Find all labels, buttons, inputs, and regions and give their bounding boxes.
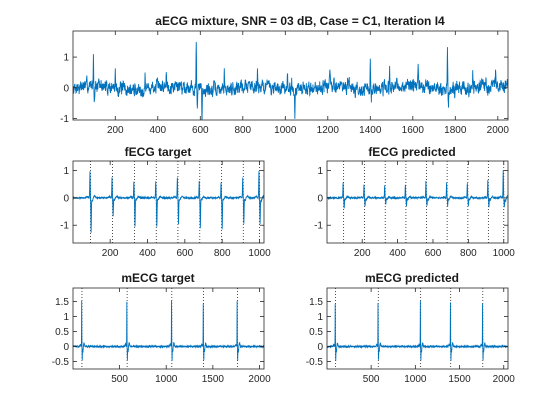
- mt-ytick-label-2: 0.5: [55, 327, 69, 338]
- fecg-target-title: fECG target: [125, 145, 192, 159]
- fp-ytick-label-2: 1: [317, 166, 323, 177]
- mp-xtick-label-0: 500: [363, 374, 380, 385]
- mix-ytick-label-2: 1: [63, 53, 69, 64]
- ft-xtick-label-2: 600: [176, 248, 193, 259]
- ft-xtick-label-4: 1000: [248, 248, 271, 259]
- mix-axes-box: [72, 30, 509, 121]
- mix-xtick-label-7: 1600: [402, 125, 425, 136]
- mt-axes: 500 1000 1500 2000 -0.5 0 0.5 1 1.5: [52, 287, 271, 385]
- fp-ytick-label-1: 0: [317, 193, 323, 204]
- mp-xtick-label-2: 1500: [448, 374, 471, 385]
- ft-series-line-0: [73, 171, 264, 233]
- mt-xtick-label-1: 1000: [155, 374, 178, 385]
- mix-xtick-label-3: 800: [234, 125, 251, 136]
- mt-ytick-label-1: 0: [63, 342, 69, 353]
- fp-series-line-0: [327, 170, 508, 209]
- mix-xtick-label-0: 200: [107, 125, 124, 136]
- ft-xtick-label-3: 800: [214, 248, 231, 259]
- mp-xtick-label-1: 1000: [404, 374, 427, 385]
- mix-ytick-label-0: -1: [60, 114, 69, 125]
- mix-xtick-label-5: 1200: [317, 125, 340, 136]
- mp-series-line-0: [327, 300, 508, 361]
- mix-xtick-label-6: 1400: [359, 125, 382, 136]
- fp-xtick-label-3: 800: [460, 248, 477, 259]
- ft-ytick-label-0: -1: [60, 221, 69, 232]
- mecg-target-title: mECG target: [121, 271, 194, 285]
- mix-xtick-label-2: 600: [192, 125, 209, 136]
- mix-xtick-label-4: 1000: [274, 125, 297, 136]
- mp-ytick-label-0: -0.5: [306, 357, 324, 368]
- mt-xtick-label-3: 2000: [248, 374, 271, 385]
- mt-ytick-label-3: 1: [63, 312, 69, 323]
- mt-xtick-label-0: 500: [111, 374, 128, 385]
- ft-plot-area: [73, 161, 264, 243]
- mixture-title: aECG mixture, SNR = 03 dB, Case = C1, It…: [155, 14, 445, 28]
- mt-series-line-0: [73, 300, 264, 361]
- mix-xtick-label-9: 2000: [487, 125, 510, 136]
- mt-ytick-label-4: 1.5: [55, 297, 69, 308]
- mix-plot-area: [73, 31, 508, 120]
- ft-xtick-label-1: 400: [139, 248, 156, 259]
- ft-ytick-label-1: 0: [63, 193, 69, 204]
- mt-plot-area: [73, 288, 264, 369]
- mix-ytick-label-1: 0: [63, 83, 69, 94]
- mp-ytick-label-4: 1.5: [309, 297, 323, 308]
- mix-xtick-label-1: 400: [149, 125, 166, 136]
- mix-series-line-0: [73, 41, 508, 120]
- ft-axes: 200 400 600 800 1000 -1 0 1: [60, 160, 271, 259]
- mt-ytick-label-0: -0.5: [52, 357, 70, 368]
- mp-ytick-label-3: 1: [317, 312, 323, 323]
- axes-layer: 200 400 600 800 1000 1200 1400 1600 1800 2000-101…: [52, 30, 516, 385]
- ft-xtick-label-0: 200: [102, 248, 119, 259]
- mp-plot-area: [327, 288, 508, 369]
- fp-ytick-label-0: -1: [314, 221, 323, 232]
- fecg-predicted-title: fECG predicted: [368, 145, 455, 159]
- mp-xtick-label-3: 2000: [493, 374, 516, 385]
- mt-axes-box: [72, 287, 265, 370]
- mt-xtick-label-2: 1500: [202, 374, 225, 385]
- fp-xtick-label-4: 1000: [493, 248, 516, 259]
- mp-axes: 500 1000 1500 2000 -0.5 0 0.5 1 1.5: [306, 287, 516, 385]
- mp-ytick-label-2: 0.5: [309, 327, 323, 338]
- mp-axes-box: [326, 287, 509, 370]
- fp-axes-box: [326, 160, 509, 244]
- mp-ytick-label-1: 0: [317, 342, 323, 353]
- ft-ytick-label-2: 1: [63, 166, 69, 177]
- mecg-predicted-title: mECG predicted: [365, 271, 459, 285]
- fp-xtick-label-2: 600: [425, 248, 442, 259]
- fp-plot-area: [327, 161, 508, 243]
- ft-axes-box: [72, 160, 265, 244]
- mix-axes: 200 400 600 800 1000 1200 1400 1600 1800 2000 -1 0 1: [60, 30, 510, 136]
- mix-xtick-label-8: 1800: [444, 125, 467, 136]
- fp-axes: 200 400 600 800 1000 -1 0 1: [314, 160, 516, 259]
- fp-xtick-label-0: 200: [354, 248, 371, 259]
- fp-xtick-label-1: 400: [389, 248, 406, 259]
